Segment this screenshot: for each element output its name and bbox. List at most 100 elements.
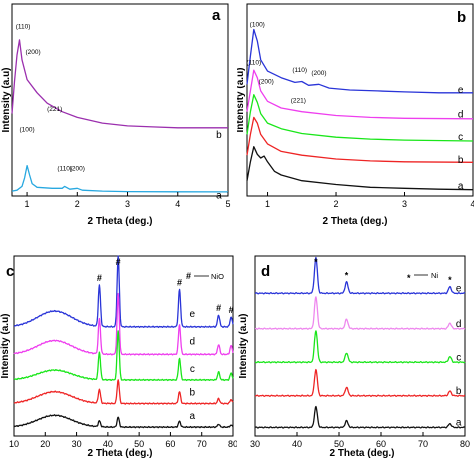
series-label: d [456, 319, 462, 330]
peak-label: (100) [250, 22, 265, 29]
legend-text: Ni [431, 271, 438, 280]
peak-label: (110) [292, 67, 307, 74]
panel-label: b [457, 9, 466, 26]
reflection-marker: * [314, 257, 318, 267]
chart-b-svg: 1 2 3 4 (100) (110) (200) (221) (110) (200) e d c b a… [235, 3, 474, 227]
series-e-line [246, 28, 473, 94]
series-layer [246, 28, 474, 191]
x-tick-label: 50 [334, 439, 344, 449]
tick-layer: 10 20 30 40 50 60 70 80 [9, 432, 238, 449]
peak-label: (200) [259, 78, 274, 85]
series-a-line [13, 414, 234, 429]
x-tick-label: 10 [9, 439, 19, 449]
annotation-layer: * * * e d c b a [314, 257, 462, 429]
series-a-line [254, 405, 466, 429]
peak-label: (200) [70, 165, 85, 172]
series-label: e [458, 85, 464, 96]
x-tick-label: 50 [134, 439, 144, 449]
y-axis-label: Intensity (a.u) [238, 313, 249, 378]
x-axis-label: 2 Theta (deg.) [322, 216, 387, 227]
x-tick-label: 1 [25, 199, 30, 209]
panel-label: c [6, 263, 14, 280]
series-a-line [246, 146, 474, 191]
legend-text: NiO [211, 272, 224, 281]
reflection-marker: # [116, 257, 121, 267]
y-axis-label: Intensity (a.u) [0, 313, 11, 378]
panel-label: a [212, 7, 221, 24]
reflection-marker: # [229, 305, 234, 315]
plot-frame [254, 255, 466, 437]
x-tick-label: 1 [265, 199, 270, 209]
panel-b: 1 2 3 4 (100) (110) (200) (221) (110) (200) e d c b a… [235, 0, 474, 230]
series-label: c [456, 352, 461, 363]
series-b-line [254, 368, 466, 397]
x-tick-label: 5 [225, 199, 230, 209]
peak-label: (221) [291, 97, 306, 104]
series-layer [254, 256, 466, 429]
peak-label: (110) [57, 165, 72, 172]
series-label: b [456, 386, 462, 397]
x-tick-label: 40 [292, 439, 302, 449]
panel-label: d [261, 263, 270, 280]
peak-label: (100) [19, 127, 34, 134]
panel-d: 30 40 50 60 70 80 * * * e d c b a * Ni d 2 Theta (de… [237, 230, 474, 460]
legend-symbol: * [407, 273, 411, 283]
series-label: a [456, 418, 462, 429]
reflection-marker: * [345, 270, 349, 280]
annotation-layer: # # # # # e d c b a [97, 257, 234, 422]
series-d-line [13, 292, 234, 356]
y-axis-label: Intensity (a.u) [237, 67, 246, 132]
series-label: d [190, 337, 196, 348]
series-d-line [254, 296, 466, 330]
x-tick-label: 60 [165, 439, 175, 449]
x-axis-label: 2 Theta (deg.) [329, 448, 394, 459]
series-c-line [246, 94, 474, 142]
series-a-line [11, 164, 229, 193]
series-label: e [456, 283, 462, 294]
reflection-marker: # [177, 278, 182, 288]
series-label: e [190, 309, 196, 320]
x-tick-label: 3 [402, 199, 407, 209]
series-label: a [216, 191, 222, 202]
series-b-line [13, 379, 234, 405]
tick-layer: 1 2 3 4 [265, 192, 474, 209]
reflection-marker: # [97, 273, 102, 283]
x-tick-label: 70 [418, 439, 428, 449]
series-layer [11, 39, 229, 193]
series-label: a [190, 411, 196, 422]
x-tick-label: 20 [40, 439, 50, 449]
chart-c-svg: 10 20 30 40 50 60 70 80 # # # # # e d c b a # NiO c 2 Th… [0, 255, 238, 459]
tick-layer: 1 2 3 4 5 [25, 192, 231, 209]
chart-d-svg: 30 40 50 60 70 80 * * * e d c b a * Ni d 2 Theta (de… [238, 255, 470, 459]
plot-frame [13, 255, 234, 437]
tick-layer: 30 40 50 60 70 80 [250, 432, 470, 449]
x-tick-label: 80 [460, 439, 470, 449]
series-c-line [254, 330, 466, 364]
x-tick-label: 3 [125, 199, 130, 209]
x-tick-label: 2 [75, 199, 80, 209]
x-tick-label: 40 [103, 439, 113, 449]
series-b-line [11, 39, 228, 129]
x-tick-label: 4 [470, 199, 474, 209]
series-c-line [13, 330, 234, 382]
legend: * Ni [407, 271, 438, 283]
annotation-layer: (100) (110) (200) (221) (110) (200) e d c b a [246, 22, 463, 193]
series-e-line [254, 256, 466, 295]
series-label: a [458, 181, 464, 192]
series-b-line [246, 116, 474, 163]
plot-frame [246, 3, 474, 197]
plot-frame [11, 3, 229, 197]
x-tick-label: 70 [197, 439, 207, 449]
peak-label: (110) [246, 59, 261, 66]
reflection-marker: * [448, 275, 452, 285]
legend: # NiO [186, 271, 224, 281]
series-e-line [13, 255, 234, 329]
peak-label: (221) [47, 106, 62, 113]
x-axis-label: 2 Theta (deg.) [87, 216, 152, 227]
series-layer [13, 255, 234, 429]
series-label: c [458, 132, 463, 143]
series-label: b [216, 130, 222, 141]
peak-label: (200) [26, 49, 41, 56]
panel-c: 10 20 30 40 50 60 70 80 # # # # # e d c b a # NiO c 2 Th… [0, 230, 238, 460]
